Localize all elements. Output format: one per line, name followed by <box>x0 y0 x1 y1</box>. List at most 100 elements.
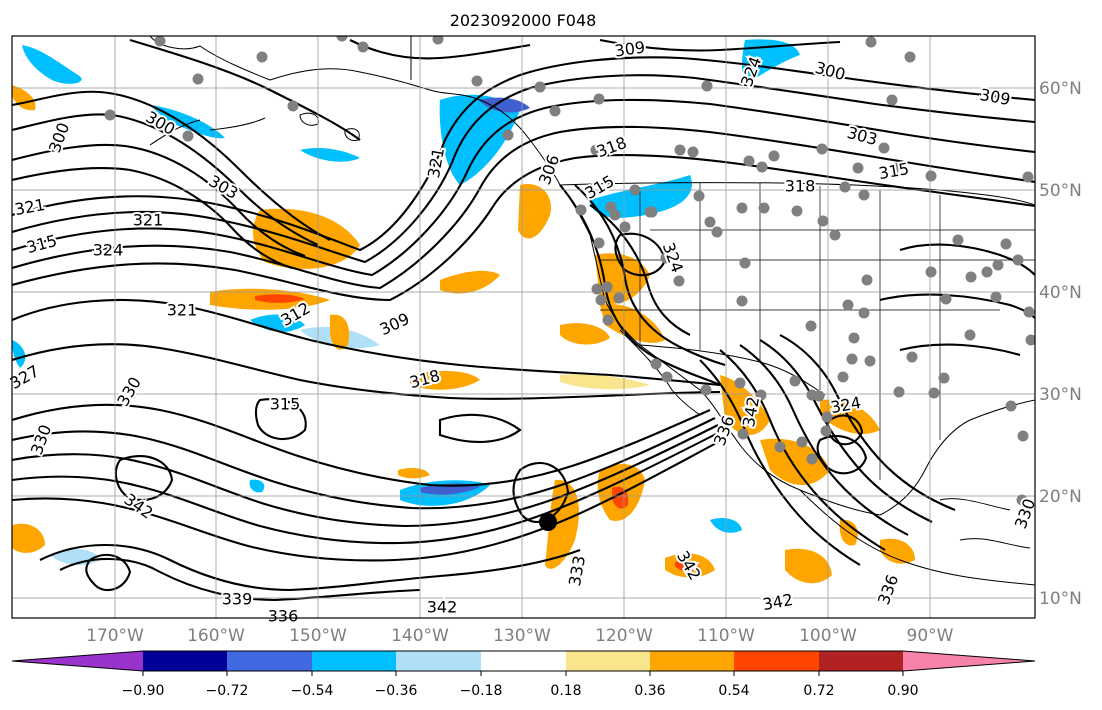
contour-line <box>599 38 841 52</box>
station-dot <box>852 162 864 174</box>
colorbar-segment <box>12 651 143 671</box>
contour-line <box>574 184 726 367</box>
station-dot <box>743 155 755 167</box>
contour-line <box>12 113 319 246</box>
station-dot <box>796 436 808 448</box>
station-dot <box>650 358 662 370</box>
station-dot <box>886 94 898 106</box>
station-dot <box>837 371 849 383</box>
border-us-canada <box>559 182 1035 206</box>
contour-line <box>719 349 886 551</box>
station-dot <box>182 130 194 142</box>
station-dot <box>693 190 705 202</box>
station-dot <box>878 142 890 154</box>
contour-line <box>816 435 868 475</box>
contour-line <box>899 343 1021 357</box>
contour-line <box>759 339 933 523</box>
longitude-label: 140°W <box>391 626 449 646</box>
colorbar-segment <box>481 651 566 671</box>
station-dot <box>906 351 918 363</box>
shade-region <box>300 147 360 162</box>
shade-region <box>560 323 610 345</box>
station-dot <box>1025 334 1035 346</box>
contour-line <box>12 343 721 400</box>
colorbar-segment <box>819 651 903 671</box>
latitude-label: 20°N <box>1039 487 1082 507</box>
station-dot <box>791 205 803 217</box>
contour-line <box>12 143 306 257</box>
station-dot <box>629 184 641 196</box>
station-dot <box>700 384 712 396</box>
latitude-label: 40°N <box>1039 283 1082 303</box>
contour-label: 324 <box>93 241 124 260</box>
cyclone-marker <box>539 513 557 531</box>
station-dot <box>613 292 625 304</box>
contour-line <box>12 417 716 510</box>
latitude-labels: 60°N 50°N 40°N 30°N 20°N 10°N <box>1039 79 1082 609</box>
station-dot <box>990 291 1002 303</box>
coastline-baja <box>619 329 701 416</box>
station-dot <box>842 299 854 311</box>
station-dot <box>925 266 937 278</box>
colorbar-segment <box>903 651 1035 671</box>
station-dot <box>1023 306 1035 318</box>
station-dot <box>711 226 723 238</box>
station-dot <box>925 170 937 182</box>
station-dot <box>287 100 299 112</box>
longitude-label: 130°W <box>493 626 551 646</box>
station-dot <box>619 221 631 233</box>
station-dot <box>861 274 873 286</box>
contour-line <box>12 74 1035 264</box>
station-dot <box>739 257 751 269</box>
contour-label: 339 <box>222 590 253 609</box>
station-dot <box>104 109 116 121</box>
shade-region <box>255 294 305 303</box>
contour-line <box>12 166 293 270</box>
station-dot <box>817 215 829 227</box>
shade-region <box>478 97 530 113</box>
latitude-label: 10°N <box>1039 589 1082 609</box>
station-dot <box>858 307 870 319</box>
contour-line <box>12 98 1035 277</box>
colorbar-segment <box>227 651 312 671</box>
station-dot <box>602 314 614 326</box>
colorbar-segment <box>734 651 819 671</box>
shade-region <box>545 479 579 569</box>
station-dot <box>534 81 546 93</box>
shade-region <box>880 538 915 564</box>
station-dot <box>471 75 483 87</box>
colorbar-segment <box>396 651 481 671</box>
contour-line <box>438 413 522 443</box>
station-dot <box>904 51 916 63</box>
station-dot <box>192 73 204 85</box>
station-dot <box>839 181 851 193</box>
shade-region <box>410 370 480 390</box>
contour-line <box>349 39 531 60</box>
contour-label: 321 <box>133 211 164 230</box>
station-dot <box>964 329 976 341</box>
coastline-alaska-peninsula <box>149 117 266 146</box>
station-dot <box>992 259 1004 271</box>
station-dot <box>502 129 514 141</box>
colorbar-segment <box>650 651 734 671</box>
station-dot <box>549 105 561 117</box>
station-dot <box>816 143 828 155</box>
station-dot <box>820 425 832 437</box>
station-dot <box>704 216 716 228</box>
station-dot <box>591 283 603 295</box>
longitude-label: 170°W <box>86 626 144 646</box>
station-dot <box>336 36 348 42</box>
station-dot <box>661 371 673 383</box>
station-dot <box>858 189 870 201</box>
contour-line <box>12 424 719 528</box>
colorbar-label: −0.18 <box>460 683 503 699</box>
station-dot <box>357 41 369 53</box>
longitude-labels: 170°W 160°W 150°W 140°W 130°W 120°W 110°W 100°W… <box>86 626 954 646</box>
colorbar-segment <box>312 651 396 671</box>
contour-line <box>779 334 956 511</box>
shade-region <box>150 105 225 139</box>
island <box>344 128 360 141</box>
station-dot <box>865 36 877 48</box>
